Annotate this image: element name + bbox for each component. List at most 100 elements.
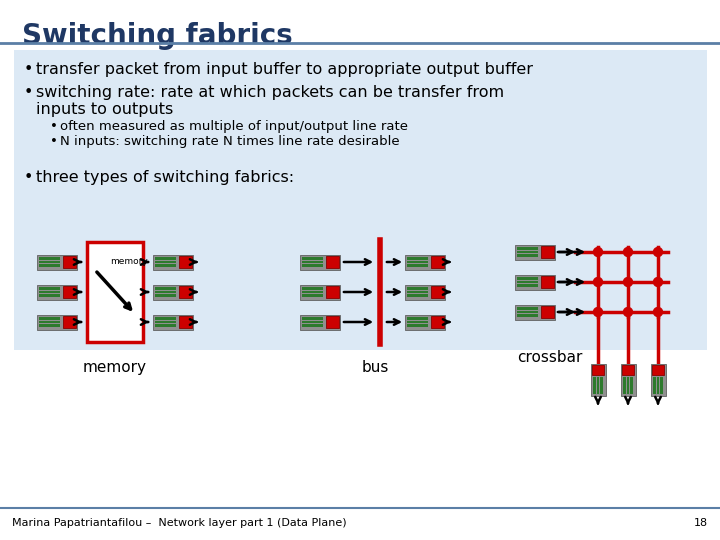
Circle shape — [624, 307, 632, 316]
Bar — [541, 246, 554, 258]
Text: •: • — [50, 120, 58, 133]
Bar — [515, 305, 555, 320]
Bar — [39, 324, 60, 327]
Bar — [517, 247, 538, 249]
Circle shape — [624, 278, 632, 287]
Bar — [515, 245, 555, 260]
Bar — [302, 317, 323, 320]
Bar — [517, 314, 538, 317]
Bar — [630, 377, 633, 394]
Bar — [407, 324, 428, 327]
Bar — [590, 364, 606, 396]
Bar — [300, 254, 340, 269]
Bar — [87, 242, 143, 342]
Text: often measured as multiple of input/output line rate: often measured as multiple of input/outp… — [60, 120, 408, 133]
Circle shape — [654, 278, 662, 287]
Bar — [39, 294, 60, 297]
Bar — [407, 257, 428, 260]
Bar — [302, 321, 323, 323]
Bar — [517, 307, 538, 310]
Bar — [300, 314, 340, 329]
Bar — [326, 316, 339, 328]
Bar — [517, 277, 538, 280]
Text: memory: memory — [110, 257, 148, 266]
Text: •: • — [50, 135, 58, 148]
Text: •: • — [24, 85, 33, 100]
Bar — [407, 321, 428, 323]
Bar — [653, 377, 656, 394]
Text: Switching fabrics: Switching fabrics — [22, 22, 293, 50]
Bar — [302, 257, 323, 260]
Bar — [626, 377, 629, 394]
Bar — [657, 377, 660, 394]
Bar — [407, 291, 428, 293]
Bar — [407, 287, 428, 290]
Bar — [39, 287, 60, 290]
Text: Marina Papatriantafilou –  Network layer part 1 (Data Plane): Marina Papatriantafilou – Network layer … — [12, 518, 346, 528]
Bar — [63, 316, 76, 328]
Bar — [179, 316, 192, 328]
Bar — [155, 291, 176, 293]
Circle shape — [654, 307, 662, 316]
Bar — [622, 365, 634, 375]
Bar — [515, 274, 555, 289]
Bar — [302, 324, 323, 327]
Bar — [405, 254, 445, 269]
Bar — [39, 317, 60, 320]
Bar — [155, 321, 176, 323]
Bar — [600, 377, 603, 394]
Text: three types of switching fabrics:: three types of switching fabrics: — [36, 170, 294, 185]
Bar — [597, 377, 599, 394]
Bar — [155, 317, 176, 320]
Bar — [39, 264, 60, 267]
Bar — [407, 294, 428, 297]
Bar — [660, 377, 663, 394]
Bar — [153, 254, 193, 269]
Bar — [302, 264, 323, 267]
Bar — [326, 286, 339, 298]
Text: bus: bus — [361, 360, 389, 375]
Bar — [302, 291, 323, 293]
Bar — [179, 256, 192, 268]
Bar — [517, 281, 538, 284]
Bar — [593, 377, 595, 394]
Text: •: • — [24, 62, 33, 77]
Bar — [407, 261, 428, 264]
Bar — [179, 286, 192, 298]
Bar — [326, 256, 339, 268]
Bar — [302, 287, 323, 290]
Bar — [153, 285, 193, 300]
Bar — [407, 317, 428, 320]
Bar — [155, 287, 176, 290]
Bar — [39, 321, 60, 323]
Text: crossbar: crossbar — [517, 350, 582, 365]
Text: switching rate: rate at which packets can be transfer from: switching rate: rate at which packets ca… — [36, 85, 504, 100]
Circle shape — [624, 247, 632, 256]
Bar — [63, 256, 76, 268]
Circle shape — [593, 247, 603, 256]
Text: transfer packet from input buffer to appropriate output buffer: transfer packet from input buffer to app… — [36, 62, 533, 77]
Bar — [155, 294, 176, 297]
Bar — [39, 257, 60, 260]
Bar — [155, 261, 176, 264]
Bar — [517, 310, 538, 313]
Bar — [302, 294, 323, 297]
Bar — [541, 306, 554, 318]
Bar — [517, 284, 538, 287]
Bar — [431, 286, 444, 298]
Bar — [302, 261, 323, 264]
Text: memory: memory — [83, 360, 147, 375]
Bar — [541, 276, 554, 288]
Text: inputs to outputs: inputs to outputs — [36, 102, 174, 117]
Text: N inputs: switching rate N times line rate desirable: N inputs: switching rate N times line ra… — [60, 135, 400, 148]
Text: 18: 18 — [694, 518, 708, 528]
Bar — [39, 261, 60, 264]
Bar — [300, 285, 340, 300]
Bar — [39, 291, 60, 293]
Bar — [37, 285, 77, 300]
Bar — [650, 364, 665, 396]
Bar — [623, 377, 626, 394]
Bar — [155, 324, 176, 327]
Bar — [517, 251, 538, 253]
Bar — [431, 256, 444, 268]
